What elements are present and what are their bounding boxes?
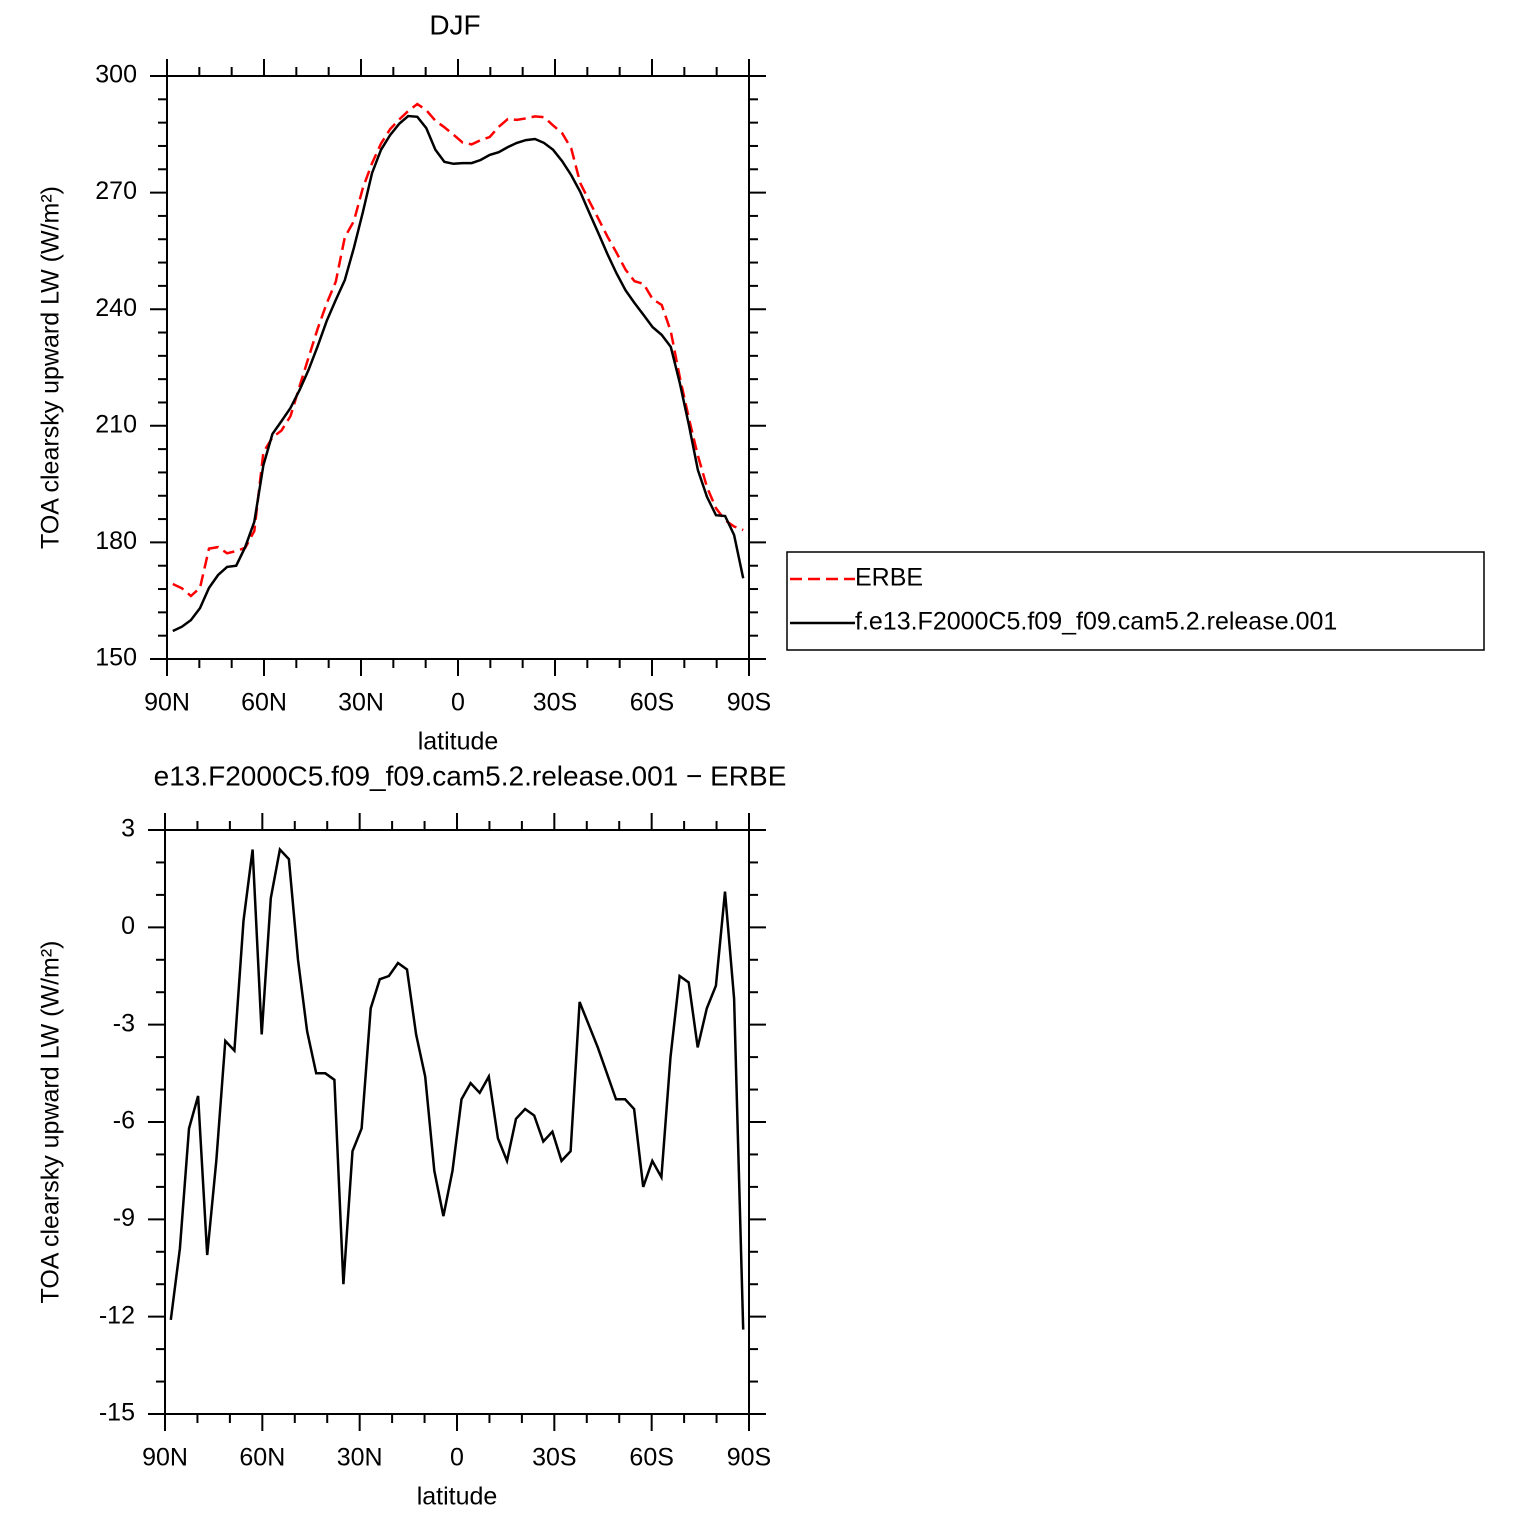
- y-tick-label: -3: [113, 1009, 135, 1037]
- y-tick-label: 300: [95, 61, 137, 89]
- y-axis-label: TOA clearsky upward LW (W/m²): [37, 186, 65, 549]
- y-tick-label: -9: [113, 1204, 135, 1232]
- x-tick-label: 90N: [142, 1444, 188, 1472]
- x-tick-label: 0: [451, 689, 465, 717]
- plot-frame: [164, 829, 750, 1415]
- y-tick-label: -15: [99, 1399, 135, 1427]
- x-tick-label: 60S: [630, 689, 674, 717]
- x-tick-label: 0: [450, 1444, 464, 1472]
- y-tick-label: 240: [95, 294, 137, 322]
- y-tick-label: 210: [95, 410, 137, 438]
- legend-box: [786, 551, 1485, 651]
- x-tick-label: 30S: [532, 1444, 576, 1472]
- x-tick-label: 30N: [337, 1444, 383, 1472]
- y-tick-label: 180: [95, 527, 137, 555]
- x-tick-label: 30S: [533, 689, 577, 717]
- y-tick-label: 3: [121, 815, 135, 843]
- y-tick-label: 270: [95, 177, 137, 205]
- y-tick-label: -12: [99, 1301, 135, 1329]
- chart-title: DJF: [429, 9, 480, 40]
- data-line: [169, 846, 745, 1330]
- x-tick-label: 30N: [338, 689, 384, 717]
- legend-label: ERBE: [855, 564, 923, 592]
- y-tick-label: -6: [113, 1107, 135, 1135]
- data-line: [172, 114, 745, 633]
- x-axis-label: latitude: [417, 1483, 498, 1511]
- x-tick-label: 90S: [727, 1444, 771, 1472]
- x-tick-label: 60N: [239, 1444, 285, 1472]
- x-tick-label: 90N: [144, 689, 190, 717]
- x-tick-label: 60S: [629, 1444, 673, 1472]
- x-tick-label: 60N: [241, 689, 287, 717]
- data-line: [172, 102, 744, 598]
- x-axis-label: latitude: [418, 728, 499, 756]
- y-tick-label: 150: [95, 644, 137, 672]
- y-tick-label: 0: [121, 912, 135, 940]
- y-axis-label: TOA clearsky upward LW (W/m²): [37, 940, 65, 1303]
- chart-title: e13.F2000C5.f09_f09.cam5.2.release.001 −…: [154, 760, 787, 791]
- legend-label: f.e13.F2000C5.f09_f09.cam5.2.release.001: [855, 608, 1337, 636]
- x-tick-label: 90S: [727, 689, 771, 717]
